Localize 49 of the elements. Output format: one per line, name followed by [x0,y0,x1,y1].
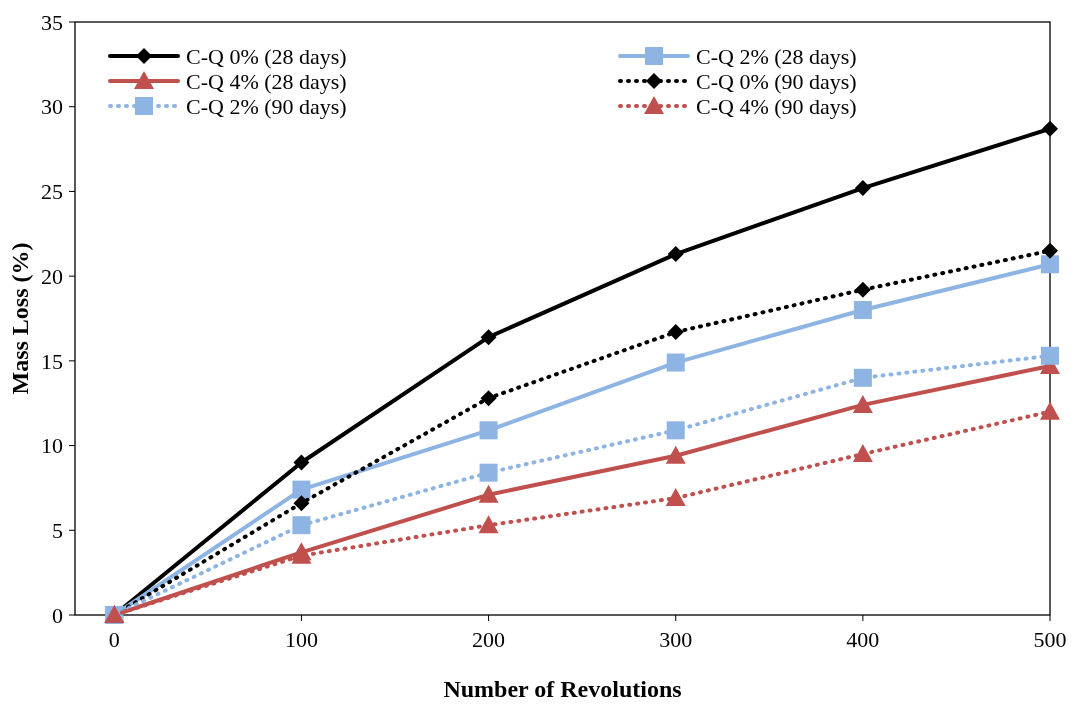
y-tick-label: 25 [41,179,63,205]
y-tick-label: 15 [41,348,63,374]
legend-label: C-Q 0% (28 days) [186,43,347,69]
point [665,488,686,507]
point [665,445,686,464]
point [478,515,499,534]
x-tick-label: 500 [1033,627,1067,652]
point [853,301,872,320]
y-tick-label: 5 [52,517,63,543]
point [1041,346,1059,365]
point [852,444,873,463]
x-tick-label: 400 [846,627,880,652]
point [1042,120,1058,137]
point [853,368,872,387]
x-axis-title: Number of Revolutions [443,676,682,702]
y-tick-label: 10 [41,433,63,459]
point [667,324,684,341]
point [479,463,498,482]
point [667,246,684,263]
y-tick-label: 20 [41,263,63,289]
point [480,390,497,407]
x-tick-label: 100 [284,627,318,652]
point [1040,401,1060,420]
legend-label: C-Q 4% (90 days) [696,93,857,119]
x-tick-label: 200 [472,627,506,652]
y-tick-label: 30 [41,94,63,120]
legend-label: C-Q 2% (28 days) [696,43,857,69]
point [854,180,871,197]
legend-label: C-Q 4% (28 days) [186,68,347,94]
y-tick-label: 35 [41,9,63,35]
point [293,454,310,471]
point [293,495,310,512]
point [292,480,311,499]
y-tick-label: 0 [52,602,63,628]
y-axis-title: Mass Loss (%) [7,242,33,395]
point [479,421,498,440]
point [666,421,685,440]
point [1042,242,1058,259]
point [1041,255,1059,274]
x-tick-label: 300 [659,627,693,652]
point [292,516,311,535]
point [478,484,499,503]
legend-label: C-Q 2% (90 days) [186,93,347,119]
x-tick-label: 0 [108,627,120,652]
point [852,394,873,413]
point [666,353,685,372]
point [854,281,871,298]
point [480,329,497,346]
legend-label: C-Q 0% (90 days) [696,68,857,94]
